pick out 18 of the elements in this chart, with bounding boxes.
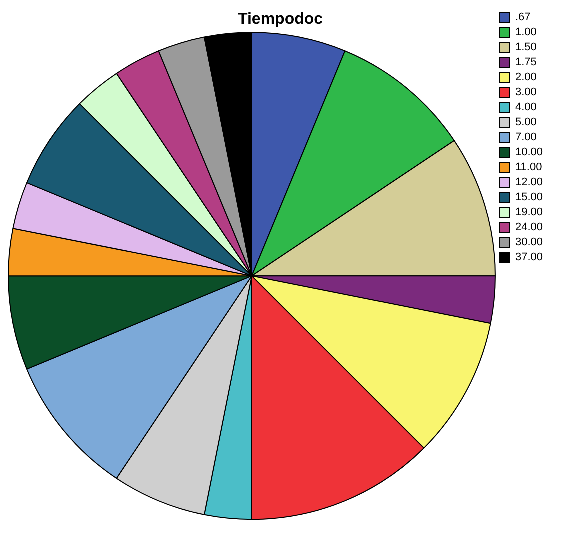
legend-label: 3.00 [515,86,537,99]
legend-label: 5.00 [515,116,537,129]
legend-label: 10.00 [515,146,544,159]
legend-label: 1.75 [515,56,537,69]
legend-label: 37.00 [515,252,544,264]
legend-label: 15.00 [515,192,544,204]
legend-label: 24.00 [515,222,544,234]
legend-label: 4.00 [515,102,537,114]
legend-label: 7.00 [515,132,537,144]
legend-label: 1.00 [515,26,537,39]
legend-label: 30.00 [515,236,544,249]
legend-label: 12.00 [515,176,544,189]
legend-label: 11.00 [515,162,542,174]
legend-label: 19.00 [515,206,544,219]
legend-label: .67 [515,12,531,24]
chart-title: Tiempodoc [238,11,324,28]
legend-label: 1.50 [515,42,537,54]
legend-label: 2.00 [515,72,537,84]
